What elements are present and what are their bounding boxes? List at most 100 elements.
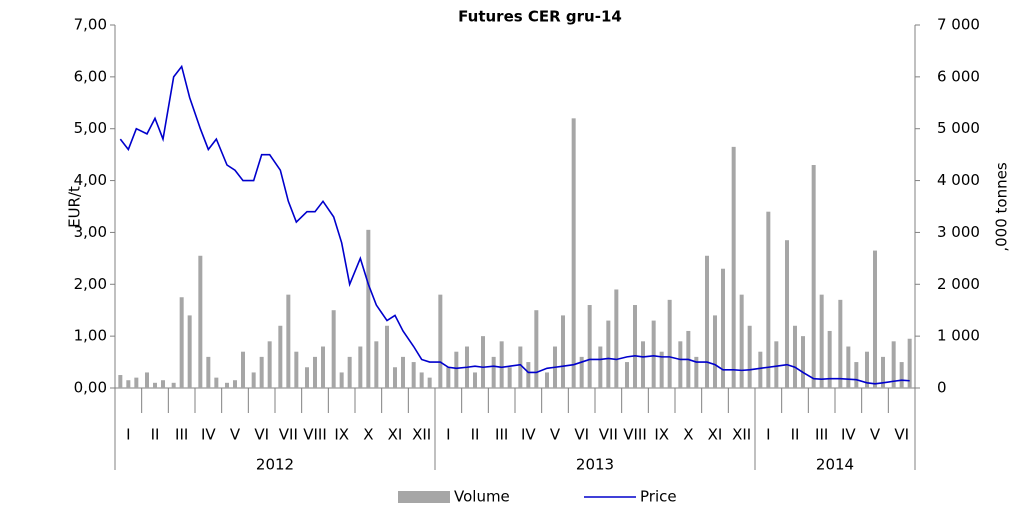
x-tick-label: VI: [574, 426, 589, 444]
volume-bar: [705, 255, 709, 388]
volume-bar: [625, 362, 629, 388]
volume-bar: [374, 341, 379, 388]
volume-bar: [881, 356, 885, 388]
volume-bar: [659, 351, 664, 388]
volume-bar: [286, 294, 291, 388]
legend-label: Price: [640, 488, 677, 506]
x-tick-label: IV: [841, 426, 856, 444]
x-tick-label: VII: [279, 426, 298, 444]
volume-bar: [198, 255, 203, 388]
volume-bar: [766, 211, 771, 388]
legend-label: Volume: [454, 488, 510, 506]
volume-bar: [801, 336, 805, 388]
volume-bar: [259, 356, 264, 388]
volume-bar: [614, 289, 619, 388]
y2-tick-label: 4 000: [937, 171, 980, 189]
x-tick-label: VI: [254, 426, 269, 444]
x-tick-label: VIII: [303, 426, 327, 444]
volume-bar: [499, 341, 504, 388]
volume-bar: [774, 341, 779, 388]
volume-bar: [427, 377, 432, 388]
volume-bar: [731, 146, 736, 388]
y2-tick-label: 2 000: [937, 275, 980, 293]
volume-bar: [225, 382, 229, 388]
volume-bar: [454, 351, 459, 388]
volume-bar: [713, 315, 717, 388]
volume-bar: [865, 351, 869, 388]
volume-bar: [667, 299, 672, 388]
x-tick-label: XI: [388, 426, 403, 444]
volume-bar: [206, 356, 211, 388]
volume-bar: [241, 351, 245, 388]
volume-bar: [785, 240, 789, 388]
volume-bar: [891, 341, 896, 388]
x-tick-label: I: [126, 426, 130, 444]
y2-tick-label: 6 000: [937, 67, 980, 85]
volume-bar: [819, 294, 824, 388]
year-label: 2012: [256, 456, 294, 474]
x-tick-label: III: [815, 426, 828, 444]
volume-bar: [827, 330, 832, 388]
volume-bar: [214, 377, 219, 388]
x-tick-label: XII: [412, 426, 431, 444]
volume-bar: [473, 372, 477, 388]
price-line: [119, 64, 910, 385]
volume-bar: [134, 377, 139, 388]
volume-bar: [846, 346, 851, 388]
volume-bar: [171, 382, 176, 388]
volume-bar: [747, 325, 752, 388]
volume-bar: [721, 268, 725, 388]
volume-bar: [651, 320, 656, 388]
volume-bar: [438, 294, 443, 388]
volume-bar: [411, 362, 416, 388]
x-tick-label: V: [230, 426, 241, 444]
x-tick-label: X: [363, 426, 373, 444]
y-axis-label: EUR/t: [66, 186, 84, 228]
y2-tick-label: 7 000: [937, 16, 980, 34]
y2-tick-label: 3 000: [937, 223, 980, 241]
volume-bar: [793, 325, 797, 388]
x-tick-label: II: [471, 426, 480, 444]
volume-bar: [267, 341, 272, 388]
volume-bar: [179, 297, 184, 388]
x-tick-label: IX: [654, 426, 669, 444]
x-tick-label: II: [151, 426, 160, 444]
volume-bar: [491, 356, 496, 388]
y2-tick-label: 5 000: [937, 119, 980, 137]
volume-bar: [579, 356, 584, 388]
volume-bar: [339, 372, 344, 388]
volume-bar: [854, 362, 859, 388]
volume-bar: [331, 310, 336, 388]
volume-bar: [571, 118, 576, 388]
volume-bar: [518, 346, 523, 388]
volume-bar: [598, 346, 603, 388]
volume-bar: [118, 375, 123, 388]
y-tick-label: 5,00: [74, 119, 107, 137]
volume-bar: [633, 305, 637, 388]
volume-bar: [545, 372, 549, 388]
volume-bar: [587, 305, 592, 388]
x-tick-label: IV: [521, 426, 536, 444]
chart-title: Futures CER gru-14: [458, 8, 622, 26]
legend-swatch: [398, 491, 450, 503]
volume-bar: [305, 367, 309, 388]
volume-bar: [606, 320, 611, 388]
y-tick-label: 4,00: [74, 171, 107, 189]
volume-bar: [401, 356, 405, 388]
volume-bar: [641, 341, 645, 388]
volume-bar: [187, 315, 192, 388]
volume-bar: [507, 367, 512, 388]
x-tick-label: VI: [894, 426, 909, 444]
x-tick-label: I: [446, 426, 450, 444]
volume-bar: [526, 362, 531, 388]
volume-bar: [838, 299, 843, 388]
y2-tick-label: 1 000: [937, 327, 980, 345]
y-tick-label: 7,00: [74, 16, 107, 34]
x-tick-label: III: [495, 426, 508, 444]
x-tick-label: X: [683, 426, 693, 444]
volume-bar: [678, 341, 683, 388]
x-tick-label: IV: [201, 426, 216, 444]
volume-bar: [313, 356, 317, 388]
x-tick-label: V: [870, 426, 881, 444]
